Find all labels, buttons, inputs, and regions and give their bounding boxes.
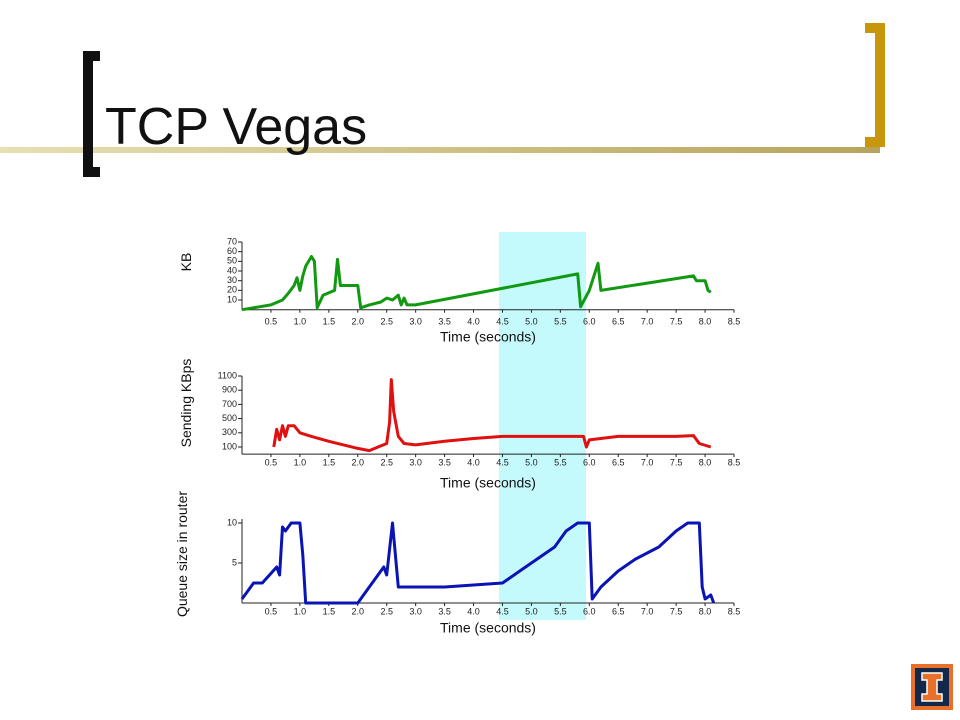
y-tick-label: 100 (222, 441, 237, 451)
y-tick-label: 700 (222, 399, 237, 409)
x-tick-label: 5.0 (525, 457, 538, 467)
x-tick-label: 7.5 (670, 457, 683, 467)
y-tick-label: 30 (227, 275, 237, 285)
x-tick-label: 3.0 (409, 606, 422, 616)
x-tick-label: 8.5 (728, 457, 741, 467)
title-rule (0, 147, 880, 153)
x-tick-label: 1.5 (323, 457, 336, 467)
x-tick-label: 0.5 (265, 606, 278, 616)
x-tick-label: 5.5 (554, 457, 567, 467)
left-bracket (83, 51, 100, 177)
x-tick-label: 5.5 (554, 606, 567, 616)
y-tick-label: 10 (227, 294, 237, 304)
x-tick-label: 3.0 (409, 316, 422, 326)
logo (911, 664, 953, 710)
x-tick-label: 6.5 (612, 457, 625, 467)
x-tick-label: 2.5 (380, 457, 393, 467)
y-tick-label: 70 (227, 236, 237, 246)
x-tick-label: 1.0 (294, 606, 307, 616)
data-line (240, 521, 716, 605)
x-tick-label: 8.5 (728, 316, 741, 326)
y-tick-label: 10 (227, 517, 237, 527)
y-tick-label: 300 (222, 427, 237, 437)
right-bracket (865, 23, 885, 147)
x-tick-label: 5.5 (554, 316, 567, 326)
x-tick-label: 8.0 (699, 316, 712, 326)
x-tick-label: 2.5 (380, 606, 393, 616)
x-tick-label: 5.0 (525, 606, 538, 616)
data-line (241, 255, 712, 312)
y-tick-label: 20 (227, 285, 237, 295)
x-tick-label: 0.5 (265, 316, 278, 326)
y-tick-label: 50 (227, 256, 237, 266)
x-tick-label: 7.5 (670, 316, 683, 326)
x-tick-label: 4.0 (467, 606, 480, 616)
y-tick-label: 900 (222, 385, 237, 395)
x-tick-label: 7.0 (641, 457, 654, 467)
x-tick-label: 8.5 (728, 606, 741, 616)
data-line (272, 378, 712, 453)
x-tick-label: 2.0 (352, 457, 365, 467)
x-tick-label: 8.0 (699, 606, 712, 616)
x-tick-label: 6.0 (583, 606, 596, 616)
x-tick-label: 3.5 (438, 457, 451, 467)
y-axis-title: KB (178, 252, 194, 272)
x-tick-label: 2.0 (352, 316, 365, 326)
x-tick-label: 4.5 (496, 457, 509, 467)
x-tick-label: 4.5 (496, 316, 509, 326)
x-tick-label: 6.0 (583, 316, 596, 326)
x-tick-label: 4.0 (467, 457, 480, 467)
x-tick-label: 1.5 (323, 316, 336, 326)
y-tick-label: 5 (232, 557, 237, 567)
x-tick-label: 7.0 (641, 316, 654, 326)
x-axis-title: Time (seconds) (440, 620, 536, 636)
x-tick-label: 2.0 (352, 606, 365, 616)
x-tick-label: 1.0 (294, 316, 307, 326)
x-tick-label: 4.5 (496, 606, 509, 616)
x-tick-label: 1.5 (323, 606, 336, 616)
x-axis-title: Time (seconds) (440, 329, 536, 345)
x-tick-label: 8.0 (699, 457, 712, 467)
x-tick-label: 3.5 (438, 606, 451, 616)
slide-title: TCP Vegas (105, 98, 367, 156)
x-axis-title: Time (seconds) (440, 475, 536, 491)
x-tick-label: 3.5 (438, 316, 451, 326)
y-tick-label: 1100 (218, 370, 237, 380)
x-tick-label: 0.5 (265, 457, 278, 467)
x-tick-label: 1.0 (294, 457, 307, 467)
x-tick-label: 4.0 (467, 316, 480, 326)
y-axis-title: Sending KBps (178, 358, 194, 448)
y-tick-label: 500 (222, 413, 237, 423)
x-tick-label: 5.0 (525, 316, 538, 326)
x-tick-label: 6.5 (612, 316, 625, 326)
x-tick-label: 6.0 (583, 457, 596, 467)
y-axis-title: Queue size in router (174, 490, 190, 618)
logo-mark (921, 672, 943, 702)
highlight-band (499, 232, 586, 620)
x-tick-label: 6.5 (612, 606, 625, 616)
x-tick-label: 3.0 (409, 457, 422, 467)
x-tick-label: 7.5 (670, 606, 683, 616)
x-tick-label: 7.0 (641, 606, 654, 616)
y-tick-label: 40 (227, 265, 237, 275)
x-tick-label: 2.5 (380, 316, 393, 326)
y-tick-label: 60 (227, 246, 237, 256)
